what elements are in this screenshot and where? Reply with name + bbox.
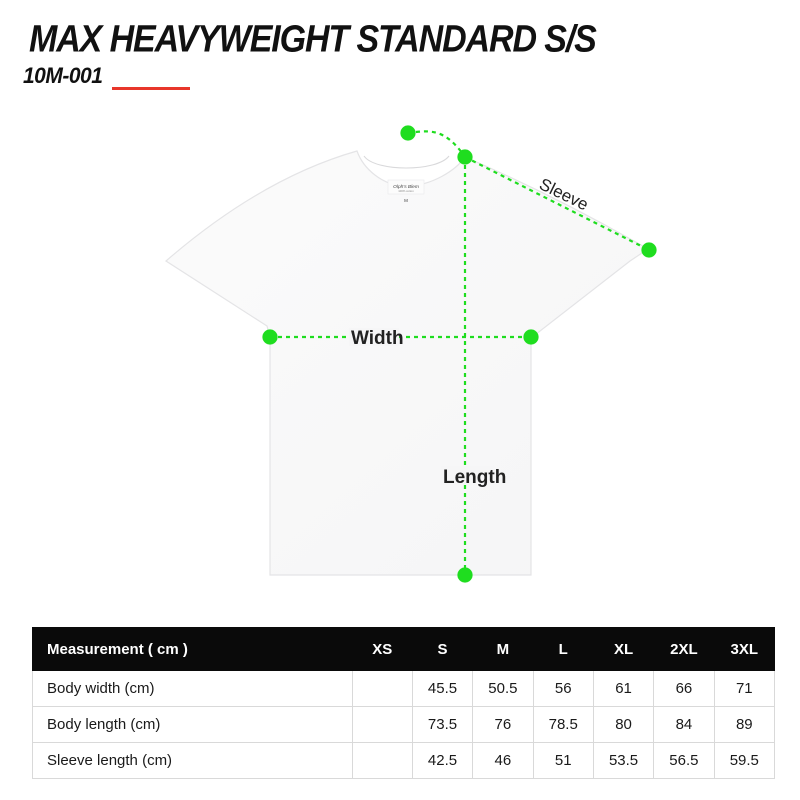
svg-text:M: M bbox=[404, 198, 408, 203]
svg-text:Length: Length bbox=[443, 467, 506, 488]
svg-text:100% cotton: 100% cotton bbox=[398, 189, 414, 193]
svg-text:Width: Width bbox=[351, 328, 404, 349]
